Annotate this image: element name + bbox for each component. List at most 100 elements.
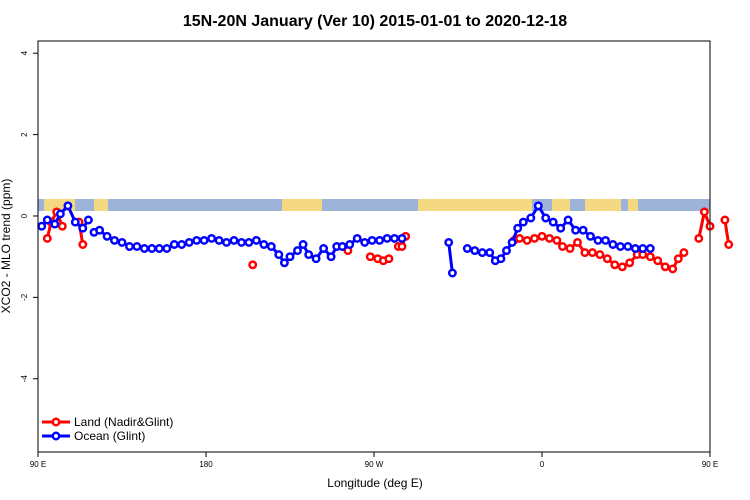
data-point <box>375 235 385 245</box>
data-point <box>556 223 566 233</box>
data-point <box>50 219 60 229</box>
data-point <box>601 235 610 245</box>
data-point <box>630 244 640 253</box>
data-point <box>496 254 506 264</box>
series-line <box>466 202 651 263</box>
data-point <box>526 213 536 223</box>
x-axis-label: Longitude (deg E) <box>327 476 422 490</box>
data-point <box>184 237 194 247</box>
data-point <box>485 248 495 258</box>
data-point <box>326 252 336 262</box>
data-point <box>580 248 590 258</box>
data-point <box>617 262 627 272</box>
data-point <box>565 244 575 253</box>
series-ocean <box>37 201 655 278</box>
y-tick-label: -4 <box>20 375 29 383</box>
data-point <box>595 250 605 260</box>
data-point <box>78 223 88 233</box>
data-point <box>37 221 47 231</box>
data-point <box>673 254 683 264</box>
data-point <box>558 242 567 251</box>
data-point <box>587 248 597 258</box>
legend-marker <box>51 417 61 427</box>
data-point <box>229 235 239 245</box>
data-point <box>390 233 399 243</box>
data-point <box>337 242 347 251</box>
data-point <box>537 231 547 241</box>
y-axis-label: XCO2 - MLO trend (ppm) <box>0 179 13 314</box>
data-point <box>384 254 394 264</box>
data-point <box>397 233 407 243</box>
data-point <box>110 235 119 245</box>
data-point <box>274 250 284 260</box>
data-point <box>720 215 730 225</box>
data-point <box>615 242 625 251</box>
y-tick-label: -2 <box>20 293 29 301</box>
data-point <box>608 240 618 249</box>
data-point <box>162 244 172 253</box>
data-point <box>518 217 528 227</box>
data-point <box>470 246 480 256</box>
legend: Land (Nadir&Glint)Ocean (Glint) <box>42 415 173 443</box>
data-point <box>593 235 603 245</box>
land-patch <box>585 199 621 211</box>
data-point <box>352 233 362 243</box>
data-point <box>724 240 734 249</box>
data-point <box>653 256 663 266</box>
data-point <box>522 235 532 245</box>
x-tick-label: 90 E <box>702 460 718 469</box>
data-point <box>83 215 93 225</box>
land-patch <box>628 199 638 211</box>
data-point <box>541 213 551 223</box>
data-point <box>679 248 689 258</box>
legend-marker <box>51 431 61 441</box>
data-point <box>214 235 224 245</box>
data-point <box>507 237 517 247</box>
x-tick-label: 90 E <box>30 460 46 469</box>
data-point <box>530 233 539 243</box>
data-point <box>298 240 308 249</box>
data-point <box>533 201 543 211</box>
data-point <box>462 244 472 253</box>
data-point <box>132 242 142 251</box>
data-point <box>139 244 149 253</box>
data-point <box>694 233 704 243</box>
data-point <box>360 237 370 247</box>
data-point <box>248 260 258 270</box>
data-point <box>125 242 134 251</box>
data-point <box>244 237 254 247</box>
data-point <box>102 231 112 241</box>
data-point <box>502 246 511 256</box>
plot-area <box>37 201 734 278</box>
data-point <box>645 244 655 253</box>
data-point <box>285 252 295 262</box>
data-point <box>515 233 525 243</box>
data-point <box>563 215 573 225</box>
data-point <box>586 231 595 241</box>
data-point <box>42 215 52 225</box>
legend-label: Ocean (Glint) <box>74 429 145 443</box>
data-point <box>70 217 80 227</box>
data-point <box>259 240 269 249</box>
land-patch <box>94 199 108 211</box>
data-point <box>311 254 321 264</box>
data-point <box>222 237 231 247</box>
data-point <box>477 248 487 258</box>
data-point <box>573 237 582 247</box>
data-point <box>367 235 377 245</box>
land-patch <box>418 199 532 211</box>
data-point <box>699 207 709 217</box>
data-point <box>660 262 670 272</box>
data-point <box>444 237 454 247</box>
series-line <box>447 242 454 274</box>
data-point <box>55 209 65 219</box>
data-point <box>117 237 127 247</box>
x-axis-ticks: 90 E 180 90 W 0 90 E <box>30 452 718 469</box>
data-point <box>279 258 289 268</box>
data-point <box>207 233 217 243</box>
legend-label: Land (Nadir&Glint) <box>74 415 173 429</box>
data-point <box>552 235 562 245</box>
chart-title: 15N-20N January (Ver 10) 2015-01-01 to 2… <box>183 13 567 30</box>
data-point <box>638 244 648 253</box>
